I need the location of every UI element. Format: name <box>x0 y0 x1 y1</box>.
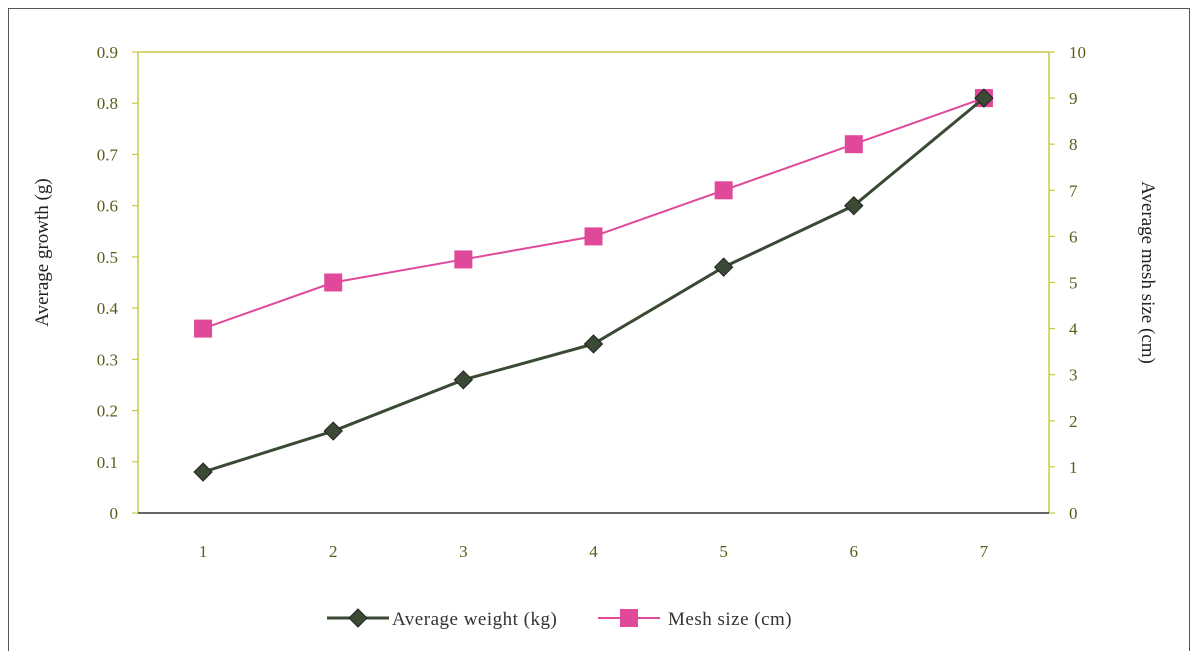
left-tick-label: 0.2 <box>97 402 118 421</box>
left-tick-label: 0.6 <box>97 197 118 216</box>
right-tick-label: 2 <box>1069 412 1078 431</box>
average-weight-point <box>323 421 343 441</box>
mesh-size-line <box>202 97 985 330</box>
left-axis-ticks: 0 0.1 0.2 0.3 0.4 0.5 0.6 0.7 0.8 0.9 <box>97 43 138 523</box>
average-weight-point <box>583 334 604 354</box>
mesh-size-point <box>324 273 343 292</box>
x-tick-label: 4 <box>589 542 598 561</box>
x-tick-label: 3 <box>459 542 468 561</box>
series-group <box>193 88 994 482</box>
x-axis-ticks: 1 2 3 4 5 6 7 <box>199 542 989 561</box>
right-tick-label: 5 <box>1069 274 1078 293</box>
right-tick-label: 9 <box>1069 89 1078 108</box>
average-weight-line <box>202 96 985 474</box>
left-tick-label: 0.8 <box>97 94 118 113</box>
left-tick-label: 0.9 <box>97 43 118 62</box>
y-axis-title: Average growth (g) <box>32 178 53 326</box>
right-tick-label: 6 <box>1069 227 1078 246</box>
legend-diamond-marker <box>348 608 368 628</box>
left-tick-label: 0.3 <box>97 350 118 369</box>
right-tick-label: 8 <box>1069 135 1078 154</box>
mesh-size-point <box>714 181 733 200</box>
mesh-size-point <box>454 250 473 269</box>
right-axis-ticks: 0 1 2 3 4 5 6 7 8 9 10 <box>1049 43 1086 523</box>
legend-label: Mesh size (cm) <box>668 609 792 630</box>
x-tick-label: 5 <box>719 542 728 561</box>
axes <box>137 51 1050 514</box>
x-tick-label: 7 <box>980 542 989 561</box>
left-tick-label: 0.1 <box>97 453 118 472</box>
legend-square-marker <box>620 609 638 627</box>
right-tick-label: 3 <box>1069 366 1078 385</box>
right-tick-label: 4 <box>1069 320 1078 339</box>
right-tick-label: 1 <box>1069 458 1078 477</box>
average-weight-point <box>713 257 734 277</box>
left-tick-label: 0.5 <box>97 248 118 267</box>
plot-area <box>138 52 1049 513</box>
mesh-size-point <box>844 135 863 154</box>
average-weight-point <box>974 88 994 108</box>
legend: Average weight (kg) Mesh size (cm) <box>327 608 792 630</box>
average-weight-point <box>193 462 213 482</box>
y2-axis-title: Average mesh size (cm) <box>1137 181 1158 364</box>
left-tick-label: 0.4 <box>97 299 119 318</box>
left-tick-label: 0.7 <box>97 145 119 164</box>
average-weight-point <box>844 195 864 216</box>
average-weight-point <box>453 370 474 390</box>
left-tick-label: 0 <box>110 504 119 523</box>
x-tick-label: 1 <box>199 542 208 561</box>
mesh-size-point <box>584 227 603 246</box>
right-tick-label: 0 <box>1069 504 1078 523</box>
right-tick-label: 10 <box>1069 43 1086 62</box>
x-tick-label: 6 <box>850 542 859 561</box>
x-tick-label: 2 <box>329 542 338 561</box>
chart-frame <box>8 8 1190 651</box>
legend-label: Average weight (kg) <box>392 609 557 630</box>
mesh-size-point <box>194 319 213 338</box>
right-tick-label: 7 <box>1069 181 1078 200</box>
